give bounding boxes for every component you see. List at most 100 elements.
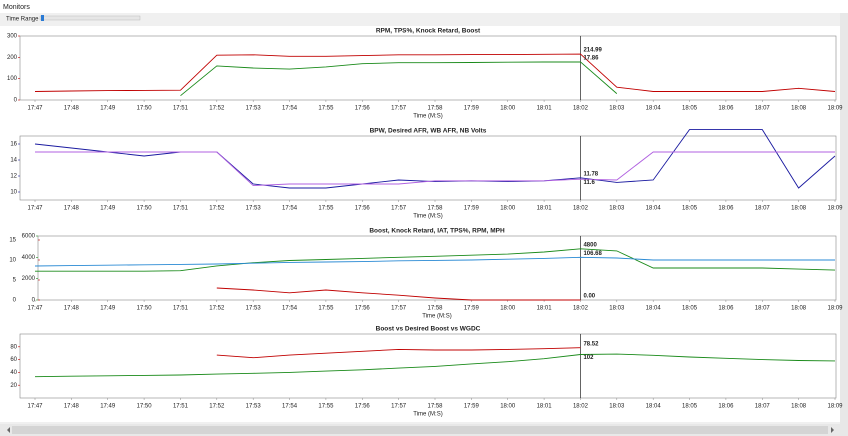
y-tick-label: 6000 [22,234,36,240]
vertical-scrollbar[interactable] [840,13,848,436]
series-line [180,61,618,97]
x-tick-label: 17:55 [318,404,334,410]
y-tick-label: 4000 [22,255,36,261]
x-tick-label: 17:58 [427,206,443,212]
y-tick-label: 300 [7,34,18,40]
window-title: Monitors [3,4,30,11]
cursor-value: 17.86 [583,55,599,61]
cursor-value: 214.99 [583,48,602,54]
x-tick-label: 17:47 [27,306,43,312]
x-tick-label: 17:51 [173,306,189,312]
scrollbar-thumb[interactable] [12,426,828,434]
cursor-value: 11.6 [583,180,595,186]
x-tick-label: 17:50 [137,404,153,410]
x-tick-label: 17:52 [209,106,225,112]
plot-area [19,35,837,101]
x-tick-label: 17:49 [100,106,116,112]
y-tick-label: 40 [10,370,17,376]
x-tick-label: 17:55 [318,306,334,312]
x-tick-label: 17:52 [209,404,225,410]
scroll-right[interactable] [831,427,834,433]
x-tick-label: 18:06 [718,106,734,112]
x-tick-label: 17:49 [100,306,116,312]
x-tick-label: 18:00 [500,206,516,212]
x-tick-label: 18:02 [573,206,589,212]
title-bar [0,0,848,13]
x-tick-label: 17:48 [64,206,80,212]
x-tick-label: 18:04 [646,106,662,112]
x-tick-label: 17:50 [137,306,153,312]
y-tick-label: 0 [14,98,18,104]
x-tick-label: 18:05 [682,206,698,212]
x-tick-label: 18:01 [537,306,553,312]
y-tick-label: 60 [10,357,17,363]
x-tick-label: 17:50 [137,206,153,212]
chart-title: Boost, Knock Retard, IAT, TPS%, RPM, MPH [369,228,505,235]
x-tick-label: 17:54 [282,106,298,112]
x-tick-label: 17:58 [427,106,443,112]
time-range-track[interactable] [39,15,141,21]
y-tick-label: 12 [10,174,17,180]
x-tick-label: 18:05 [682,106,698,112]
cursor-value: 11.78 [583,171,598,177]
x-tick-label: 18:09 [827,106,843,112]
scroll-left[interactable] [7,427,10,433]
x-tick-label: 17:48 [64,306,80,312]
y3-tick-label: 15 [9,238,16,244]
x-tick-label: 17:47 [27,404,43,410]
x-tick-label: 17:54 [282,206,298,212]
x-tick-label: 18:07 [755,106,771,112]
y-tick-label: 10 [10,190,17,196]
y3-tick-label: 5 [13,278,17,284]
x-tick-label: 18:02 [573,306,589,312]
x-tick-label: 17:59 [464,404,480,410]
x-tick-label: 17:59 [464,306,480,312]
x-tick-label: 18:06 [718,306,734,312]
x-tick-label: 17:50 [137,106,153,112]
y-tick-label: 80 [10,344,17,350]
plot-area [19,333,837,399]
x-tick-label: 18:08 [791,306,807,312]
x-tick-label: 18:01 [537,206,553,212]
x-tick-label: 18:03 [609,106,625,112]
x-axis-label: Time (M:S) [413,412,442,418]
x-axis-label: Time (M:S) [422,314,451,320]
cursor-value: 0.00 [583,294,595,300]
x-tick-label: 18:08 [791,206,807,212]
x-tick-label: 17:51 [173,106,189,112]
x-tick-label: 18:08 [791,404,807,410]
time-range-thumb[interactable] [41,15,44,21]
y-tick-label: 14 [10,158,17,164]
y3-tick-label: 10 [9,258,16,264]
cursor-value: 4800 [583,242,597,248]
x-tick-label: 18:05 [682,306,698,312]
x-tick-label: 17:56 [355,206,371,212]
x-tick-label: 18:06 [718,404,734,410]
x-tick-label: 17:56 [355,306,371,312]
series-line [35,248,836,272]
x-tick-label: 17:48 [64,106,80,112]
series-line [35,151,835,187]
x-tick-label: 18:07 [755,206,771,212]
cursor-value: 78.52 [583,341,599,347]
y-tick-label: 0 [32,298,36,304]
x-tick-label: 17:58 [427,306,443,312]
x-tick-label: 17:56 [355,106,371,112]
x-tick-label: 17:48 [64,404,80,410]
x-tick-label: 17:51 [173,206,189,212]
cursor-value: 102 [583,355,594,361]
x-tick-label: 17:47 [27,106,43,112]
series-line [34,256,835,267]
x-tick-label: 17:55 [318,106,334,112]
x-tick-label: 17:54 [282,404,298,410]
series-line [34,129,836,189]
x-tick-label: 17:59 [464,206,480,212]
series-line [34,353,836,378]
x-tick-label: 18:02 [573,106,589,112]
x-tick-label: 18:08 [791,106,807,112]
x-tick-label: 17:53 [246,404,262,410]
x-tick-label: 17:52 [209,206,225,212]
x-tick-label: 18:07 [755,306,771,312]
